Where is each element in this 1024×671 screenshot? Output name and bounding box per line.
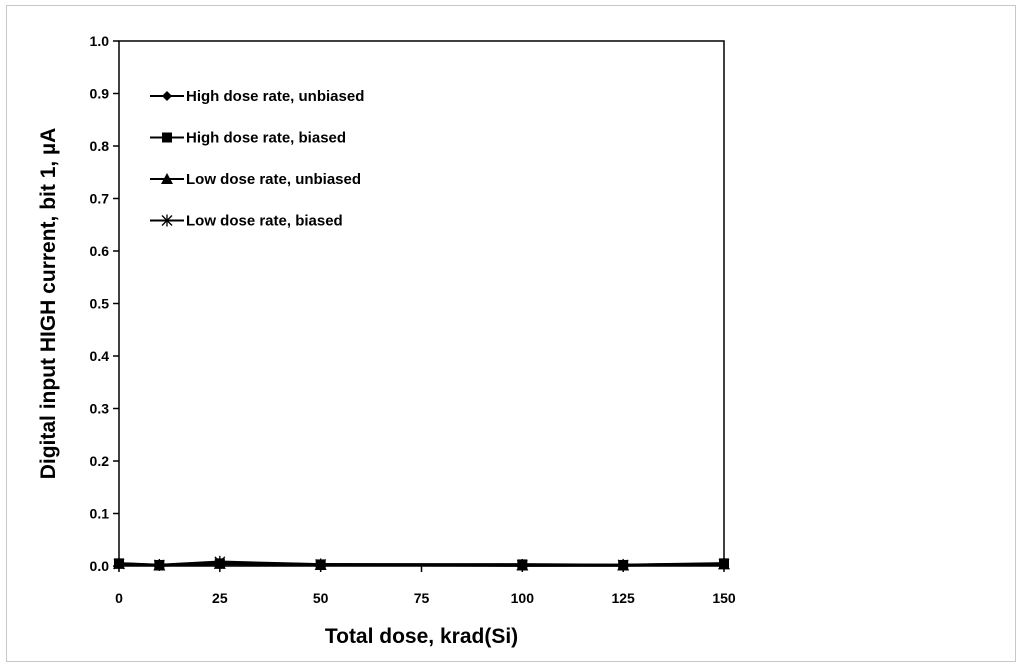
data-point-3 [718, 557, 730, 570]
y-axis-title: Digital input HIGH current, bit 1, µA [37, 128, 60, 480]
y-tick-label: 0.9 [90, 86, 110, 102]
legend-marker-0 [162, 91, 172, 101]
legend-label-2: Low dose rate, unbiased [186, 171, 361, 188]
y-tick-label: 1.0 [90, 33, 110, 49]
x-tick-label: 25 [212, 590, 228, 606]
legend-label-0: High dose rate, unbiased [186, 88, 364, 105]
legend-marker-3 [161, 214, 173, 227]
data-point-3 [617, 558, 629, 571]
y-tick-label: 0.6 [90, 243, 110, 259]
x-tick-label: 100 [511, 590, 535, 606]
y-tick-label: 0.0 [90, 558, 110, 574]
x-tick-label: 50 [313, 590, 329, 606]
plot-area [118, 40, 725, 567]
data-point-3 [315, 558, 327, 571]
y-tick-label: 0.1 [90, 506, 110, 522]
x-axis-title: Total dose, krad(Si) [325, 625, 518, 648]
y-tick-label: 0.2 [90, 453, 110, 469]
x-tick-label: 75 [414, 590, 430, 606]
legend-label-3: Low dose rate, biased [186, 213, 343, 230]
data-point-3 [113, 557, 125, 570]
plot-layer: 0.0 0.1 0.2 0.3 0.4 0.5 0.6 0.7 0.8 0.9 1.0 0 25 50 75… [37, 33, 736, 648]
legend-label-1: High dose rate, biased [186, 130, 346, 147]
data-point-3 [214, 555, 226, 568]
legend-marker-2 [161, 173, 173, 184]
data-point-3 [153, 558, 165, 571]
x-tick-label: 150 [712, 590, 736, 606]
y-tick-label: 0.3 [90, 401, 110, 417]
data-point-3 [516, 558, 528, 571]
y-tick-label: 0.5 [90, 296, 110, 312]
x-tick-label: 0 [115, 590, 123, 606]
y-tick-label: 0.4 [90, 348, 110, 364]
y-tick-label: 0.7 [90, 191, 110, 207]
y-tick-label: 0.8 [90, 138, 110, 154]
x-tick-label: 125 [611, 590, 635, 606]
legend-marker-1 [162, 132, 172, 143]
chart-frame [6, 5, 1016, 662]
